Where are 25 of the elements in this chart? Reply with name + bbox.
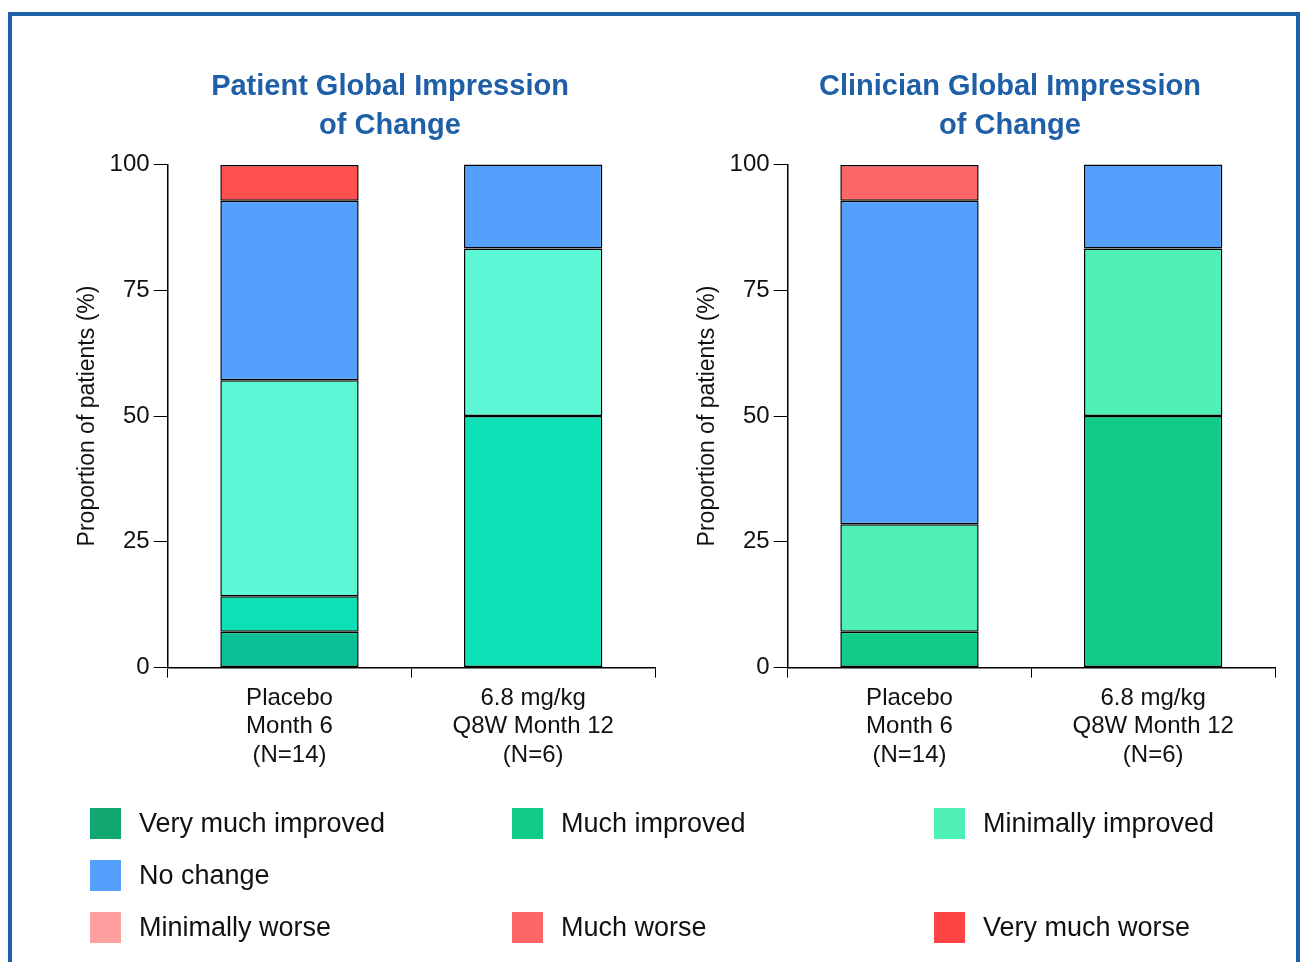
y-axis-title: Proportion of patients (%)	[73, 285, 100, 547]
y-tick-label: 25	[122, 526, 150, 554]
y-tick-label: 25	[742, 526, 770, 554]
y-tick-label: 75	[742, 274, 770, 302]
y-tick-label: 100	[729, 149, 770, 177]
y-tick-label: 0	[136, 652, 150, 680]
legend-label: Minimally worse	[139, 911, 332, 943]
legend-label: Minimally improved	[983, 807, 1215, 839]
y-axis-title: Proportion of patients (%)	[693, 285, 720, 547]
x-tick-label: 6.8 mg/kg Q8W Month 12 (N=6)	[452, 682, 614, 768]
x-tick-label: 6.8 mg/kg Q8W Month 12 (N=6)	[1072, 682, 1234, 768]
x-tick-label: Placebo Month 6 (N=14)	[866, 682, 953, 768]
legend-label: Much improved	[561, 807, 746, 839]
legend-label: Very much worse	[983, 911, 1191, 943]
legend-label: Very much improved	[139, 807, 386, 839]
y-tick-label: 50	[122, 400, 150, 428]
legend-label: Much worse	[561, 911, 707, 943]
y-tick-label: 50	[742, 400, 770, 428]
chart-title: Patient Global Impression of Change	[210, 68, 570, 142]
legend-label: No change	[139, 859, 270, 891]
y-tick-label: 0	[756, 652, 770, 680]
x-tick-label: Placebo Month 6 (N=14)	[246, 682, 333, 768]
y-tick-label: 100	[109, 149, 150, 177]
chart-title: Clinician Global Impression of Change	[818, 68, 1202, 142]
y-tick-label: 75	[122, 274, 150, 302]
